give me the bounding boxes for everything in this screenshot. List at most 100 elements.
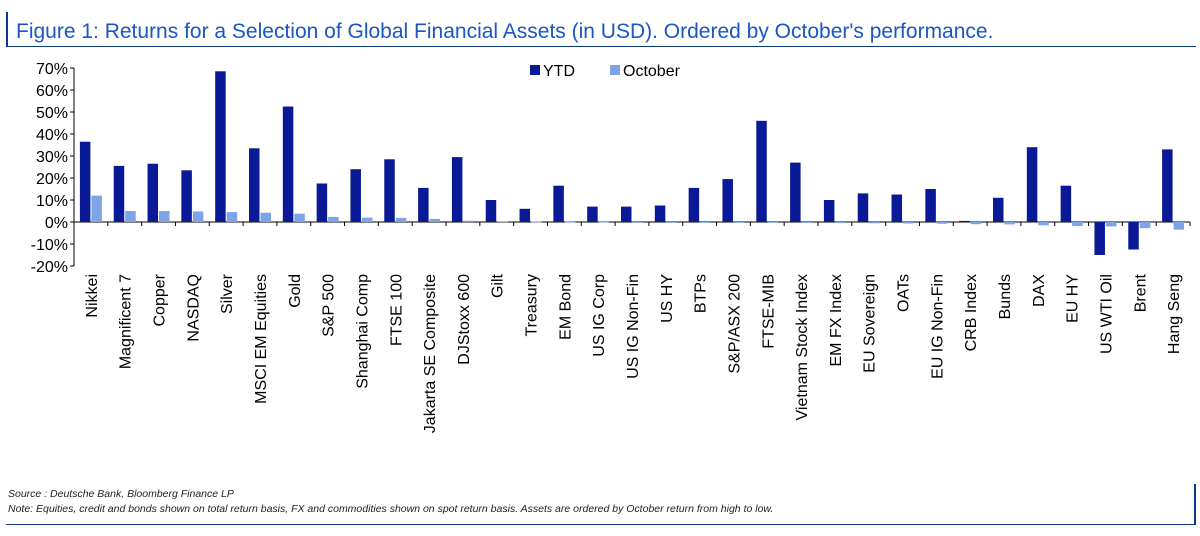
bar-ytd-17 [654, 205, 666, 222]
bar-october-11 [463, 220, 474, 222]
bar-october-5 [260, 212, 271, 222]
y-tick-label: 10% [36, 193, 68, 210]
bar-ytd-21 [790, 162, 801, 222]
note-text: Note: Equities, credit and bonds shown o… [8, 503, 774, 515]
bar-ytd-7 [316, 183, 328, 222]
x-category-label: US IG Non-Fin [625, 274, 642, 379]
x-category-label: DJStoxx 600 [456, 274, 473, 365]
bar-october-25 [936, 222, 948, 224]
bar-ytd-25 [925, 189, 936, 222]
legend-swatch-october [610, 65, 620, 75]
bar-ytd-12 [485, 200, 497, 222]
x-category-label: BTPs [693, 274, 710, 313]
bar-october-23 [869, 222, 880, 224]
bar-ytd-26 [959, 220, 970, 222]
y-tick-label: 40% [36, 127, 68, 144]
bar-ytd-10 [418, 187, 429, 222]
bar-october-20 [767, 222, 779, 223]
bar-ytd-16 [621, 206, 632, 222]
bar-october-22 [835, 222, 846, 224]
y-tick-label: 20% [36, 171, 68, 188]
bar-ytd-22 [823, 200, 835, 222]
bar-october-27 [1004, 222, 1015, 225]
bar-october-3 [192, 211, 204, 222]
bar-october-30 [1105, 222, 1117, 227]
bar-october-4 [226, 212, 238, 222]
bar-october-24 [903, 222, 914, 224]
x-category-label: S&P 500 [321, 274, 338, 337]
bar-october-2 [159, 211, 170, 222]
x-category-label: EM FX Index [828, 274, 845, 366]
x-category-label: MSCI EM Equities [253, 274, 270, 404]
y-tick-label: 30% [36, 149, 68, 166]
bar-ytd-11 [451, 157, 463, 222]
x-category-label: US IG Corp [591, 274, 608, 357]
x-category-label: Hang Seng [1166, 274, 1183, 354]
x-category-label: EU IG Non-Fin [929, 274, 946, 379]
bar-october-0 [91, 195, 102, 222]
x-category-label: US HY [659, 274, 676, 323]
bar-ytd-0 [79, 141, 91, 222]
x-category-label: Vietnam Stock Index [794, 274, 811, 420]
y-tick-label: -20% [31, 259, 68, 276]
bar-ytd-5 [249, 148, 260, 222]
x-category-label: Brent [1132, 273, 1149, 312]
x-category-label: EU HY [1065, 274, 1082, 323]
y-tick-label: 0% [45, 215, 68, 232]
bar-ytd-9 [384, 159, 395, 222]
bar-ytd-2 [147, 163, 159, 222]
bar-ytd-29 [1060, 185, 1072, 222]
bar-ytd-14 [553, 185, 564, 222]
y-tick-label: 60% [36, 83, 68, 100]
x-category-label: NASDAQ [185, 274, 202, 342]
bar-october-26 [970, 222, 982, 225]
x-category-label: Magnificent 7 [118, 274, 135, 369]
bar-october-8 [361, 217, 373, 222]
x-category-label: Gold [287, 274, 304, 308]
bar-ytd-4 [215, 71, 226, 222]
bar-october-19 [733, 222, 745, 223]
bar-october-10 [429, 218, 441, 222]
x-category-label: DAX [1031, 274, 1048, 307]
bar-october-13 [531, 221, 542, 223]
x-category-label: EM Bond [557, 274, 574, 340]
bar-ytd-27 [993, 197, 1004, 222]
bar-ytd-1 [113, 165, 125, 222]
x-category-label: FTSE 100 [388, 274, 405, 346]
source-text: Source : Deutsche Bank, Bloomberg Financ… [8, 488, 234, 500]
bar-ytd-23 [857, 193, 869, 222]
bar-october-16 [632, 222, 643, 223]
bar-october-32 [1173, 222, 1185, 230]
bar-ytd-8 [350, 169, 361, 222]
bar-october-17 [666, 222, 677, 223]
figure-title-bar: Figure 1: Returns for a Selection of Glo… [6, 12, 1196, 47]
bar-october-14 [564, 221, 576, 223]
x-category-label: EU Sovereign [862, 274, 879, 373]
x-category-label: Bunds [997, 274, 1014, 319]
bar-ytd-31 [1128, 222, 1139, 250]
x-category-label: US WTI Oil [1098, 274, 1115, 354]
bar-october-18 [700, 222, 711, 223]
bar-october-12 [497, 221, 508, 223]
y-tick-label: 50% [36, 105, 68, 122]
bar-ytd-13 [519, 208, 531, 222]
bar-october-6 [294, 213, 305, 222]
legend-label-ytd: YTD [543, 63, 575, 80]
bar-october-15 [598, 221, 610, 223]
x-category-label: Silver [219, 273, 236, 314]
bar-ytd-3 [181, 170, 192, 222]
bar-october-29 [1072, 222, 1083, 226]
x-category-label: CRB Index [963, 274, 980, 351]
x-category-label: Jakarta SE Composite [422, 274, 439, 433]
y-tick-label: 70% [36, 61, 68, 78]
bar-ytd-30 [1094, 222, 1105, 255]
bar-ytd-6 [282, 106, 294, 222]
x-category-label: Treasury [524, 274, 541, 337]
bar-october-7 [328, 216, 339, 222]
bar-ytd-15 [587, 206, 598, 222]
legend-label-october: October [623, 63, 681, 80]
legend-swatch-ytd [530, 65, 540, 75]
bar-ytd-20 [756, 120, 767, 222]
bar-october-28 [1038, 222, 1049, 226]
bar-ytd-24 [891, 194, 903, 222]
